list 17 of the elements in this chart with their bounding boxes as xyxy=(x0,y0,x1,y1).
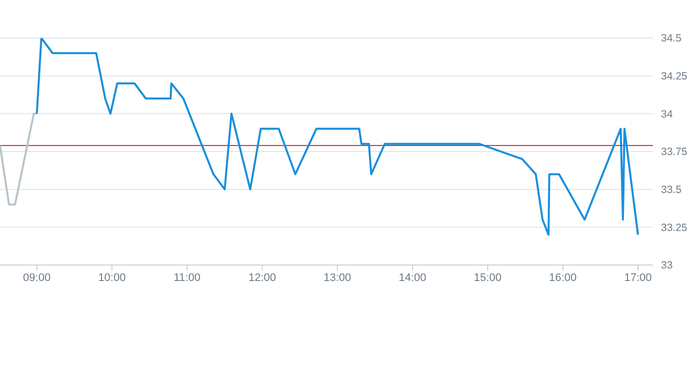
x-tick-label: 12:00 xyxy=(248,272,276,284)
y-tick-label: 33 xyxy=(661,260,673,272)
x-tick-label: 09:00 xyxy=(23,272,51,284)
x-tick-label: 13:00 xyxy=(324,272,352,284)
x-tick-label: 11:00 xyxy=(174,272,200,284)
x-tick-label: 14:00 xyxy=(398,272,426,284)
y-tick-label: 33.5 xyxy=(661,184,682,196)
x-tick-label: 16:00 xyxy=(549,272,577,284)
x-tick-label: 10:00 xyxy=(98,272,126,284)
y-tick-label: 33.75 xyxy=(661,146,688,158)
x-tick-label: 15:00 xyxy=(474,272,502,284)
y-tick-label: 34.25 xyxy=(661,70,688,83)
y-tick-label: 34.5 xyxy=(661,32,682,45)
line-series xyxy=(36,38,639,236)
y-tick-label: 34 xyxy=(661,108,673,120)
x-tick-label: 17:00 xyxy=(624,272,652,284)
y-tick-label: 33.25 xyxy=(661,222,688,234)
